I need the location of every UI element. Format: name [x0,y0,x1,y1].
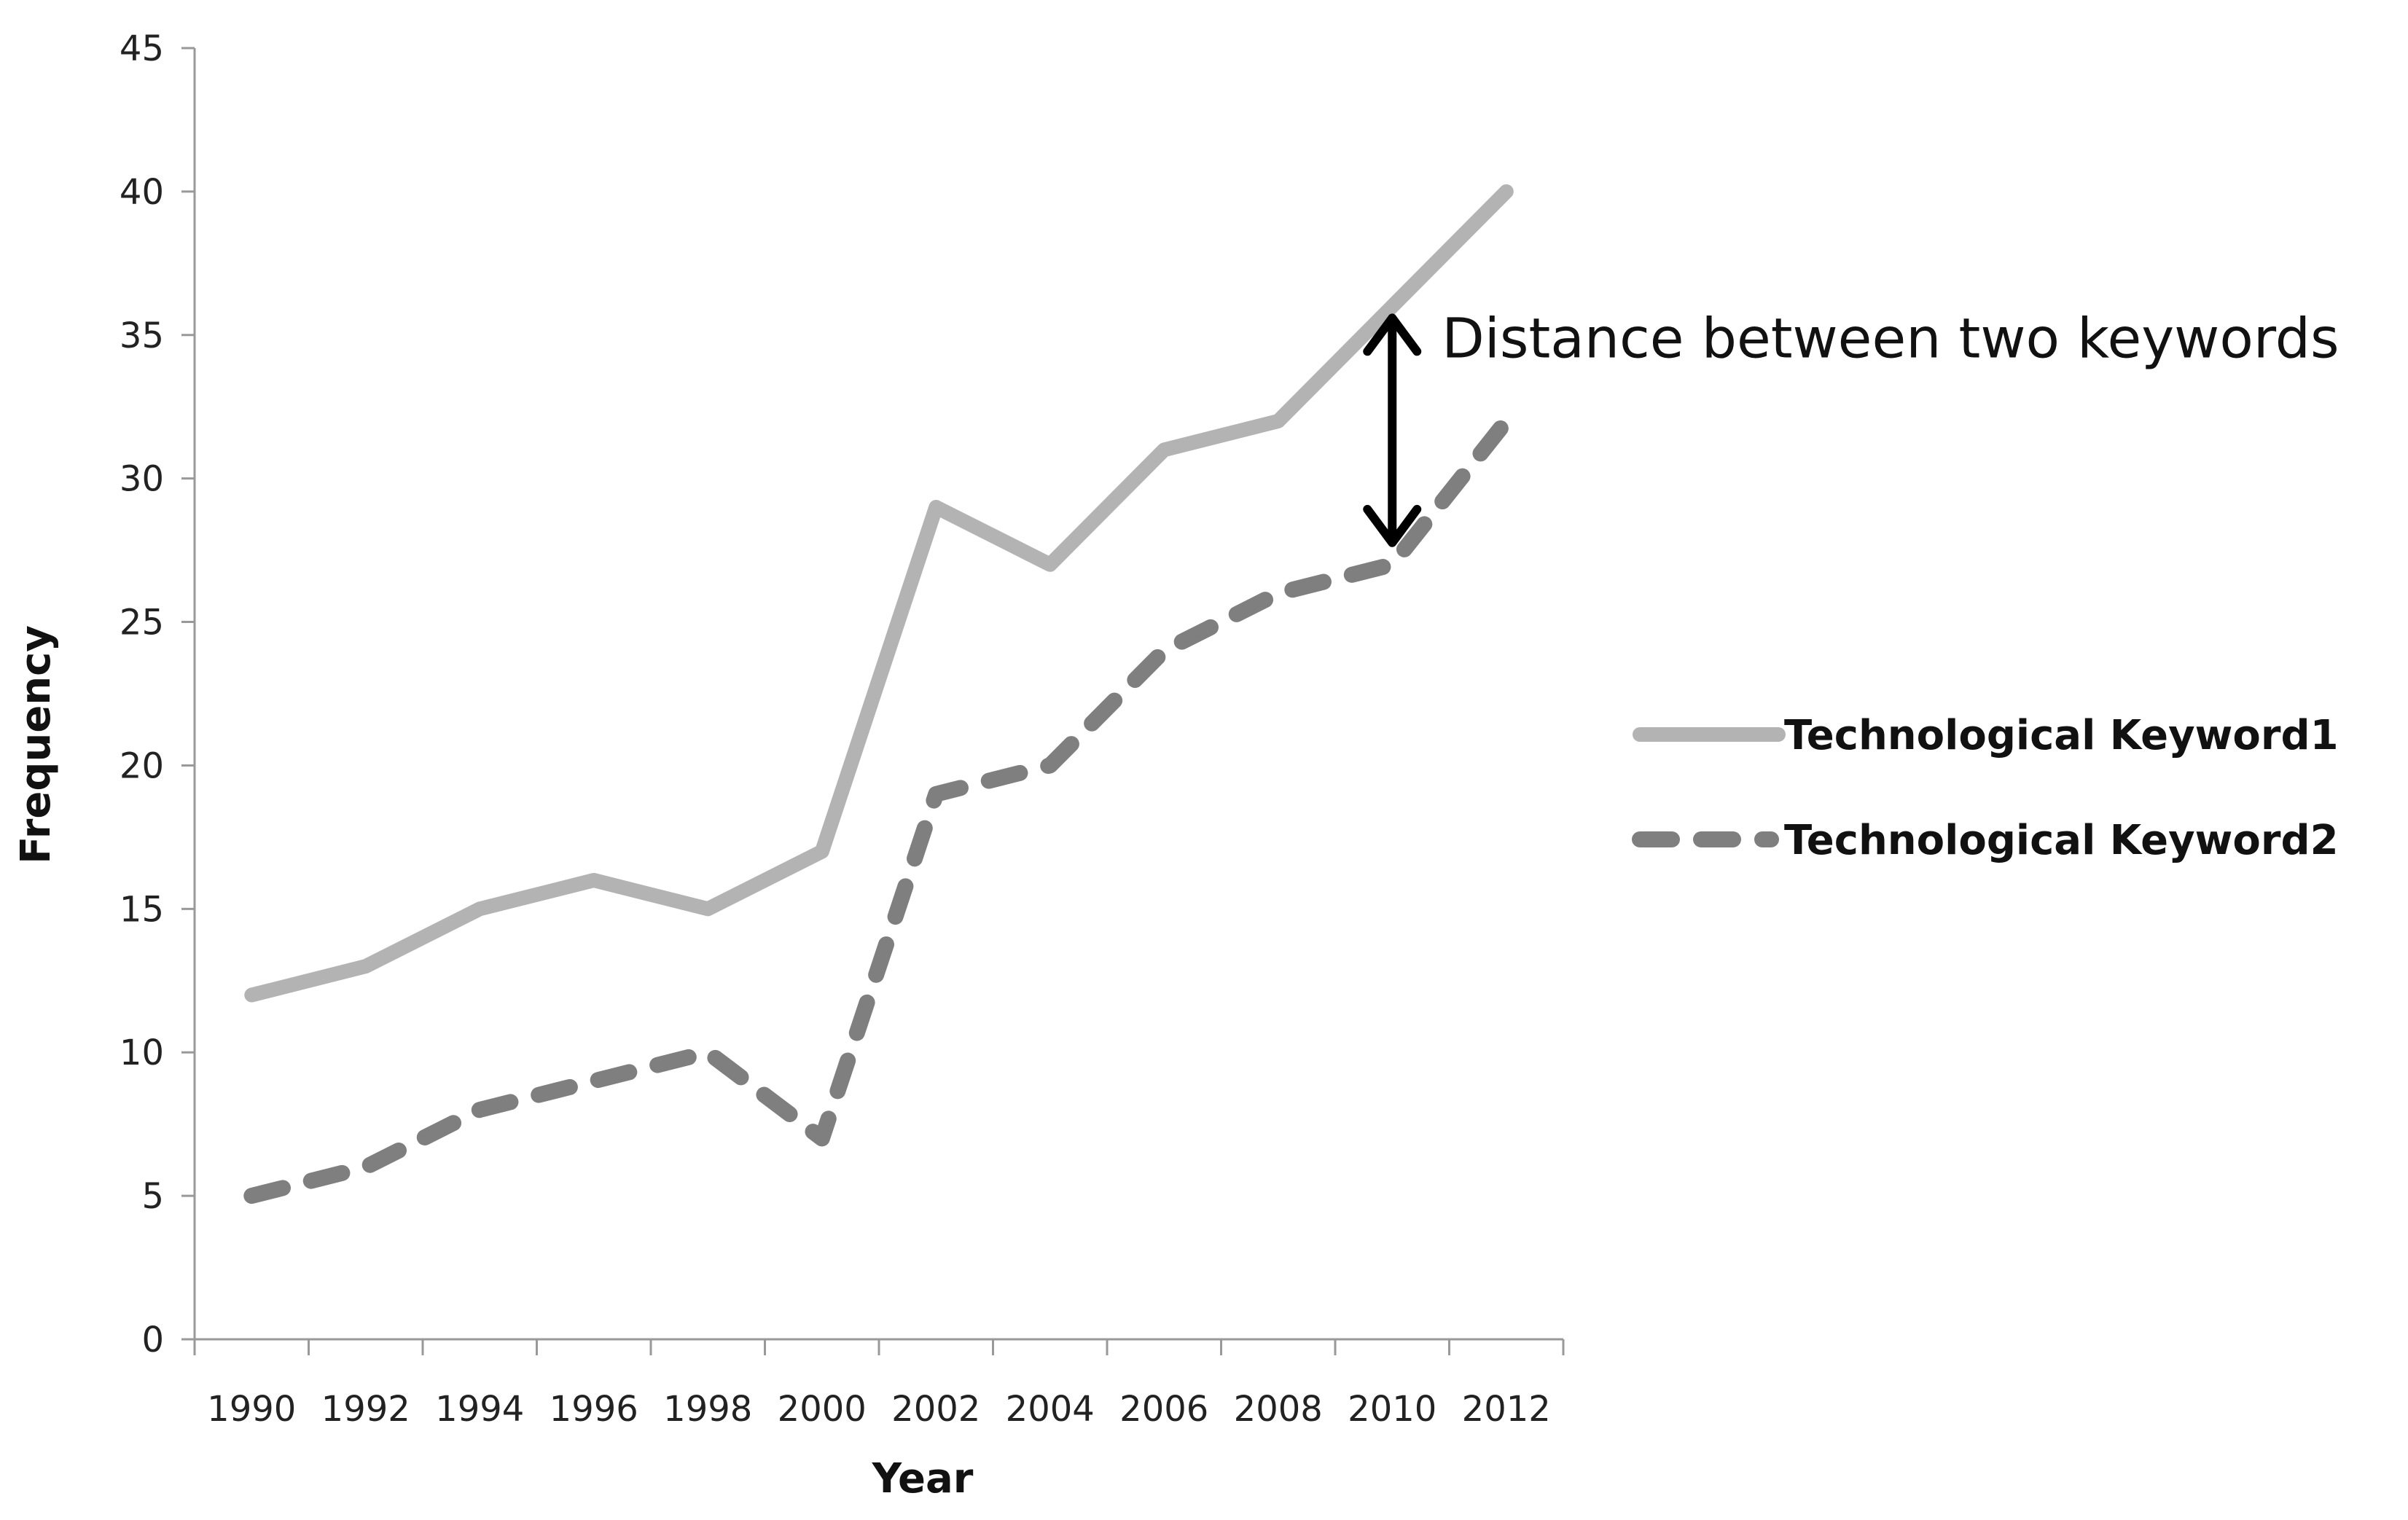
y-tick-label: 0 [141,1320,164,1360]
double-arrow-icon [1363,313,1422,547]
y-tick-label: 25 [120,603,164,643]
x-tick-label: 2008 [1234,1389,1323,1430]
x-tick-label: 2002 [891,1389,980,1430]
y-axis-title: Frequency [12,625,60,864]
y-tick-label: 5 [141,1176,164,1217]
y-tick-label: 20 [120,745,164,786]
x-tick-label: 1994 [435,1389,524,1430]
x-tick-label: 1998 [663,1389,752,1430]
x-tick-label: 2000 [778,1389,867,1430]
x-tick-label: 2012 [1462,1389,1551,1430]
legend-label-1: Technological Keyword1 [1784,712,2339,759]
x-axis-ticks: 1990 1992 1994 1996 1998 2000 2002 2004 2006 2008… [193,1339,1565,1430]
y-tick-label: 10 [120,1033,164,1073]
y-tick-label: 30 [120,459,164,500]
distance-annotation: Distance between two keywords [1363,305,2339,547]
series-lines [243,184,1514,1204]
x-tick-label: 2004 [1006,1389,1095,1430]
y-tick-label: 15 [120,889,164,930]
x-tick-label: 1990 [207,1389,296,1430]
y-tick-label: 45 [120,28,164,69]
y-axis-ticks: 0 5 10 15 20 25 30 35 40 45 [120,28,195,1360]
x-tick-label: 1992 [321,1389,410,1430]
x-tick-label: 2006 [1119,1389,1208,1430]
series-line-1 [244,184,1514,1003]
annotation-label: Distance between two keywords [1442,305,2339,370]
x-tick-label: 2010 [1348,1389,1436,1430]
y-tick-label: 40 [120,172,164,213]
series-line-2 [243,412,1514,1204]
y-tick-label: 35 [120,316,164,356]
legend: Technological Keyword1 Technological Keyw… [1632,712,2339,864]
x-axis-title: Year [872,1455,974,1503]
x-tick-label: 1996 [550,1389,638,1430]
legend-label-2: Technological Keyword2 [1784,817,2339,864]
